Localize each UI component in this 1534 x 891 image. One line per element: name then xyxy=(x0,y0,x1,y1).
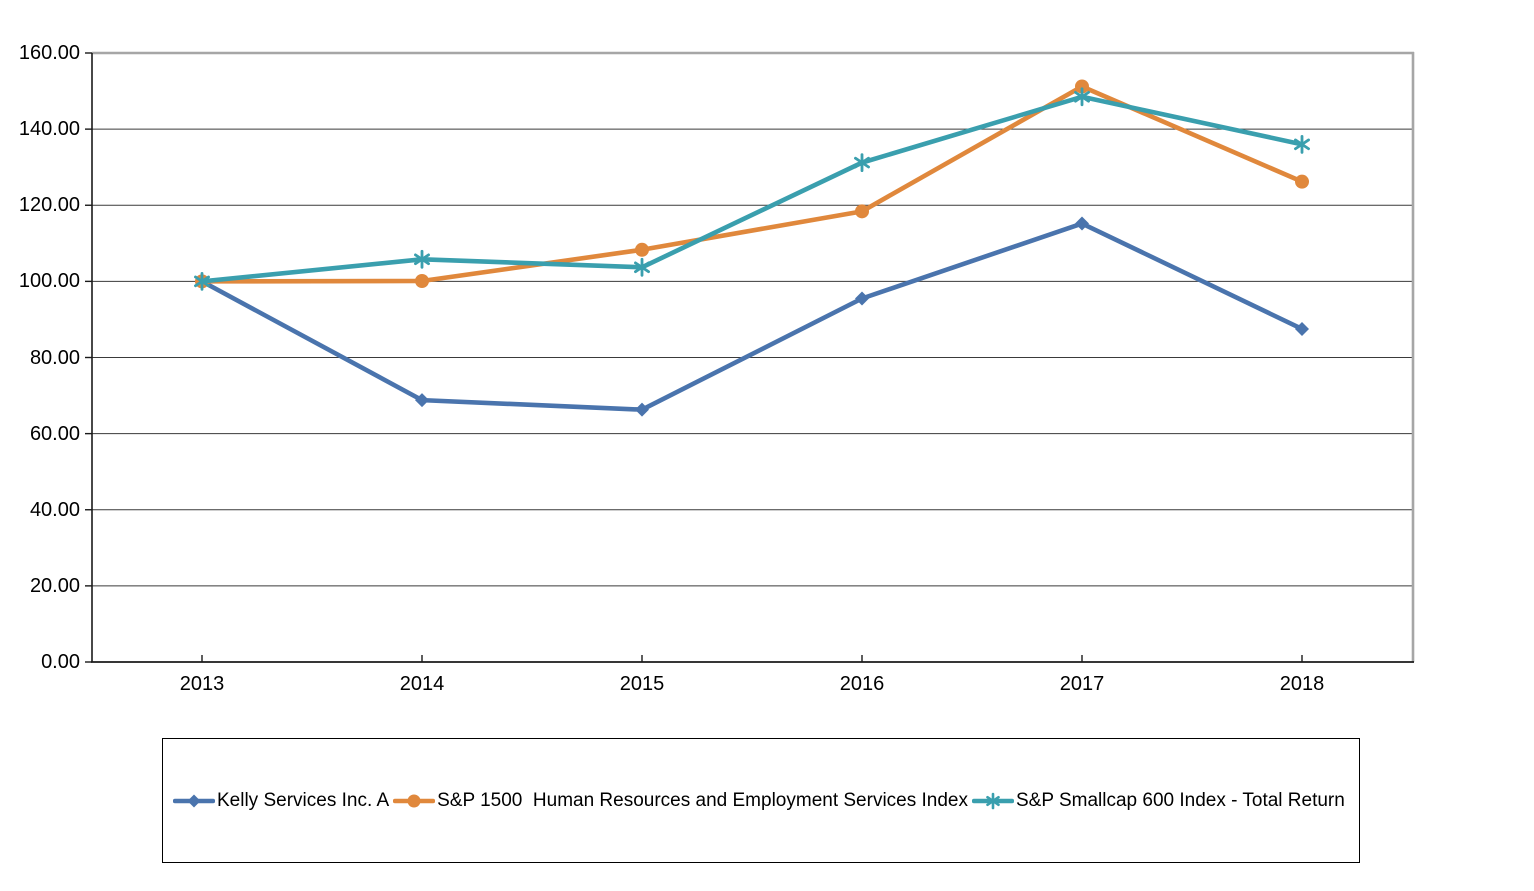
legend-label-0: Kelly Services Inc. A xyxy=(217,789,390,811)
series-marker-diamond xyxy=(1075,216,1089,231)
series-marker-asterisk xyxy=(634,257,650,277)
legend-item-1: S&P 1500 Human Resources and Employment … xyxy=(393,790,968,812)
legend-marker-asterisk-icon xyxy=(972,792,1014,809)
series-marker-asterisk xyxy=(854,153,870,173)
y-axis-tick-label: 140.00 xyxy=(18,118,80,141)
series-marker-circle xyxy=(855,204,869,219)
series-marker-diamond xyxy=(415,393,429,408)
series-marker-asterisk xyxy=(1074,87,1090,107)
series-marker-circle xyxy=(1075,79,1089,94)
x-axis-tick-label: 2014 xyxy=(399,673,445,695)
legend-row: Kelly Services Inc. A S&P 1500 Human Reso… xyxy=(163,790,1345,812)
series-marker-circle xyxy=(1295,174,1309,189)
series-marker-circle xyxy=(635,242,649,257)
legend-marker-diamond-icon xyxy=(173,794,215,807)
legend-box: Kelly Services Inc. A S&P 1500 Human Reso… xyxy=(162,738,1360,863)
y-axis-tick-label: 40.00 xyxy=(29,498,80,521)
legend-marker-circle-icon xyxy=(393,794,436,807)
x-axis-tick-label: 2016 xyxy=(839,673,885,695)
y-axis-tick-label: 60.00 xyxy=(29,422,80,445)
series-line-2 xyxy=(199,94,1305,284)
series-line-0 xyxy=(199,221,1305,412)
legend-label-1: S&P 1500 Human Resources and Employment … xyxy=(437,789,968,811)
legend-label-2: S&P Smallcap 600 Index - Total Return xyxy=(1016,789,1345,811)
series-marker-asterisk xyxy=(1294,134,1310,154)
y-axis-tick-label: 120.00 xyxy=(18,194,80,217)
x-axis-tick-label: 2013 xyxy=(179,673,225,695)
y-axis-tick-label: 160.00 xyxy=(18,42,80,64)
legend-item-0: Kelly Services Inc. A xyxy=(173,790,389,812)
x-axis-tick-label: 2017 xyxy=(1059,673,1105,695)
x-axis-tick-label: 2018 xyxy=(1279,673,1325,695)
series-marker-diamond xyxy=(1295,321,1309,336)
series-marker-diamond xyxy=(855,291,869,306)
series-marker-circle xyxy=(415,273,429,288)
y-axis-tick-label: 0.00 xyxy=(41,651,80,673)
legend-item-2: S&P Smallcap 600 Index - Total Return xyxy=(972,790,1345,812)
series-marker-asterisk xyxy=(194,271,210,291)
y-axis-tick-label: 80.00 xyxy=(29,346,80,369)
series-marker-asterisk xyxy=(414,249,430,269)
x-axis-tick-label: 2015 xyxy=(619,673,665,695)
y-axis-tick-label: 100.00 xyxy=(18,270,80,293)
y-axis-tick-label: 20.00 xyxy=(29,574,80,597)
series-marker-diamond xyxy=(635,402,649,417)
